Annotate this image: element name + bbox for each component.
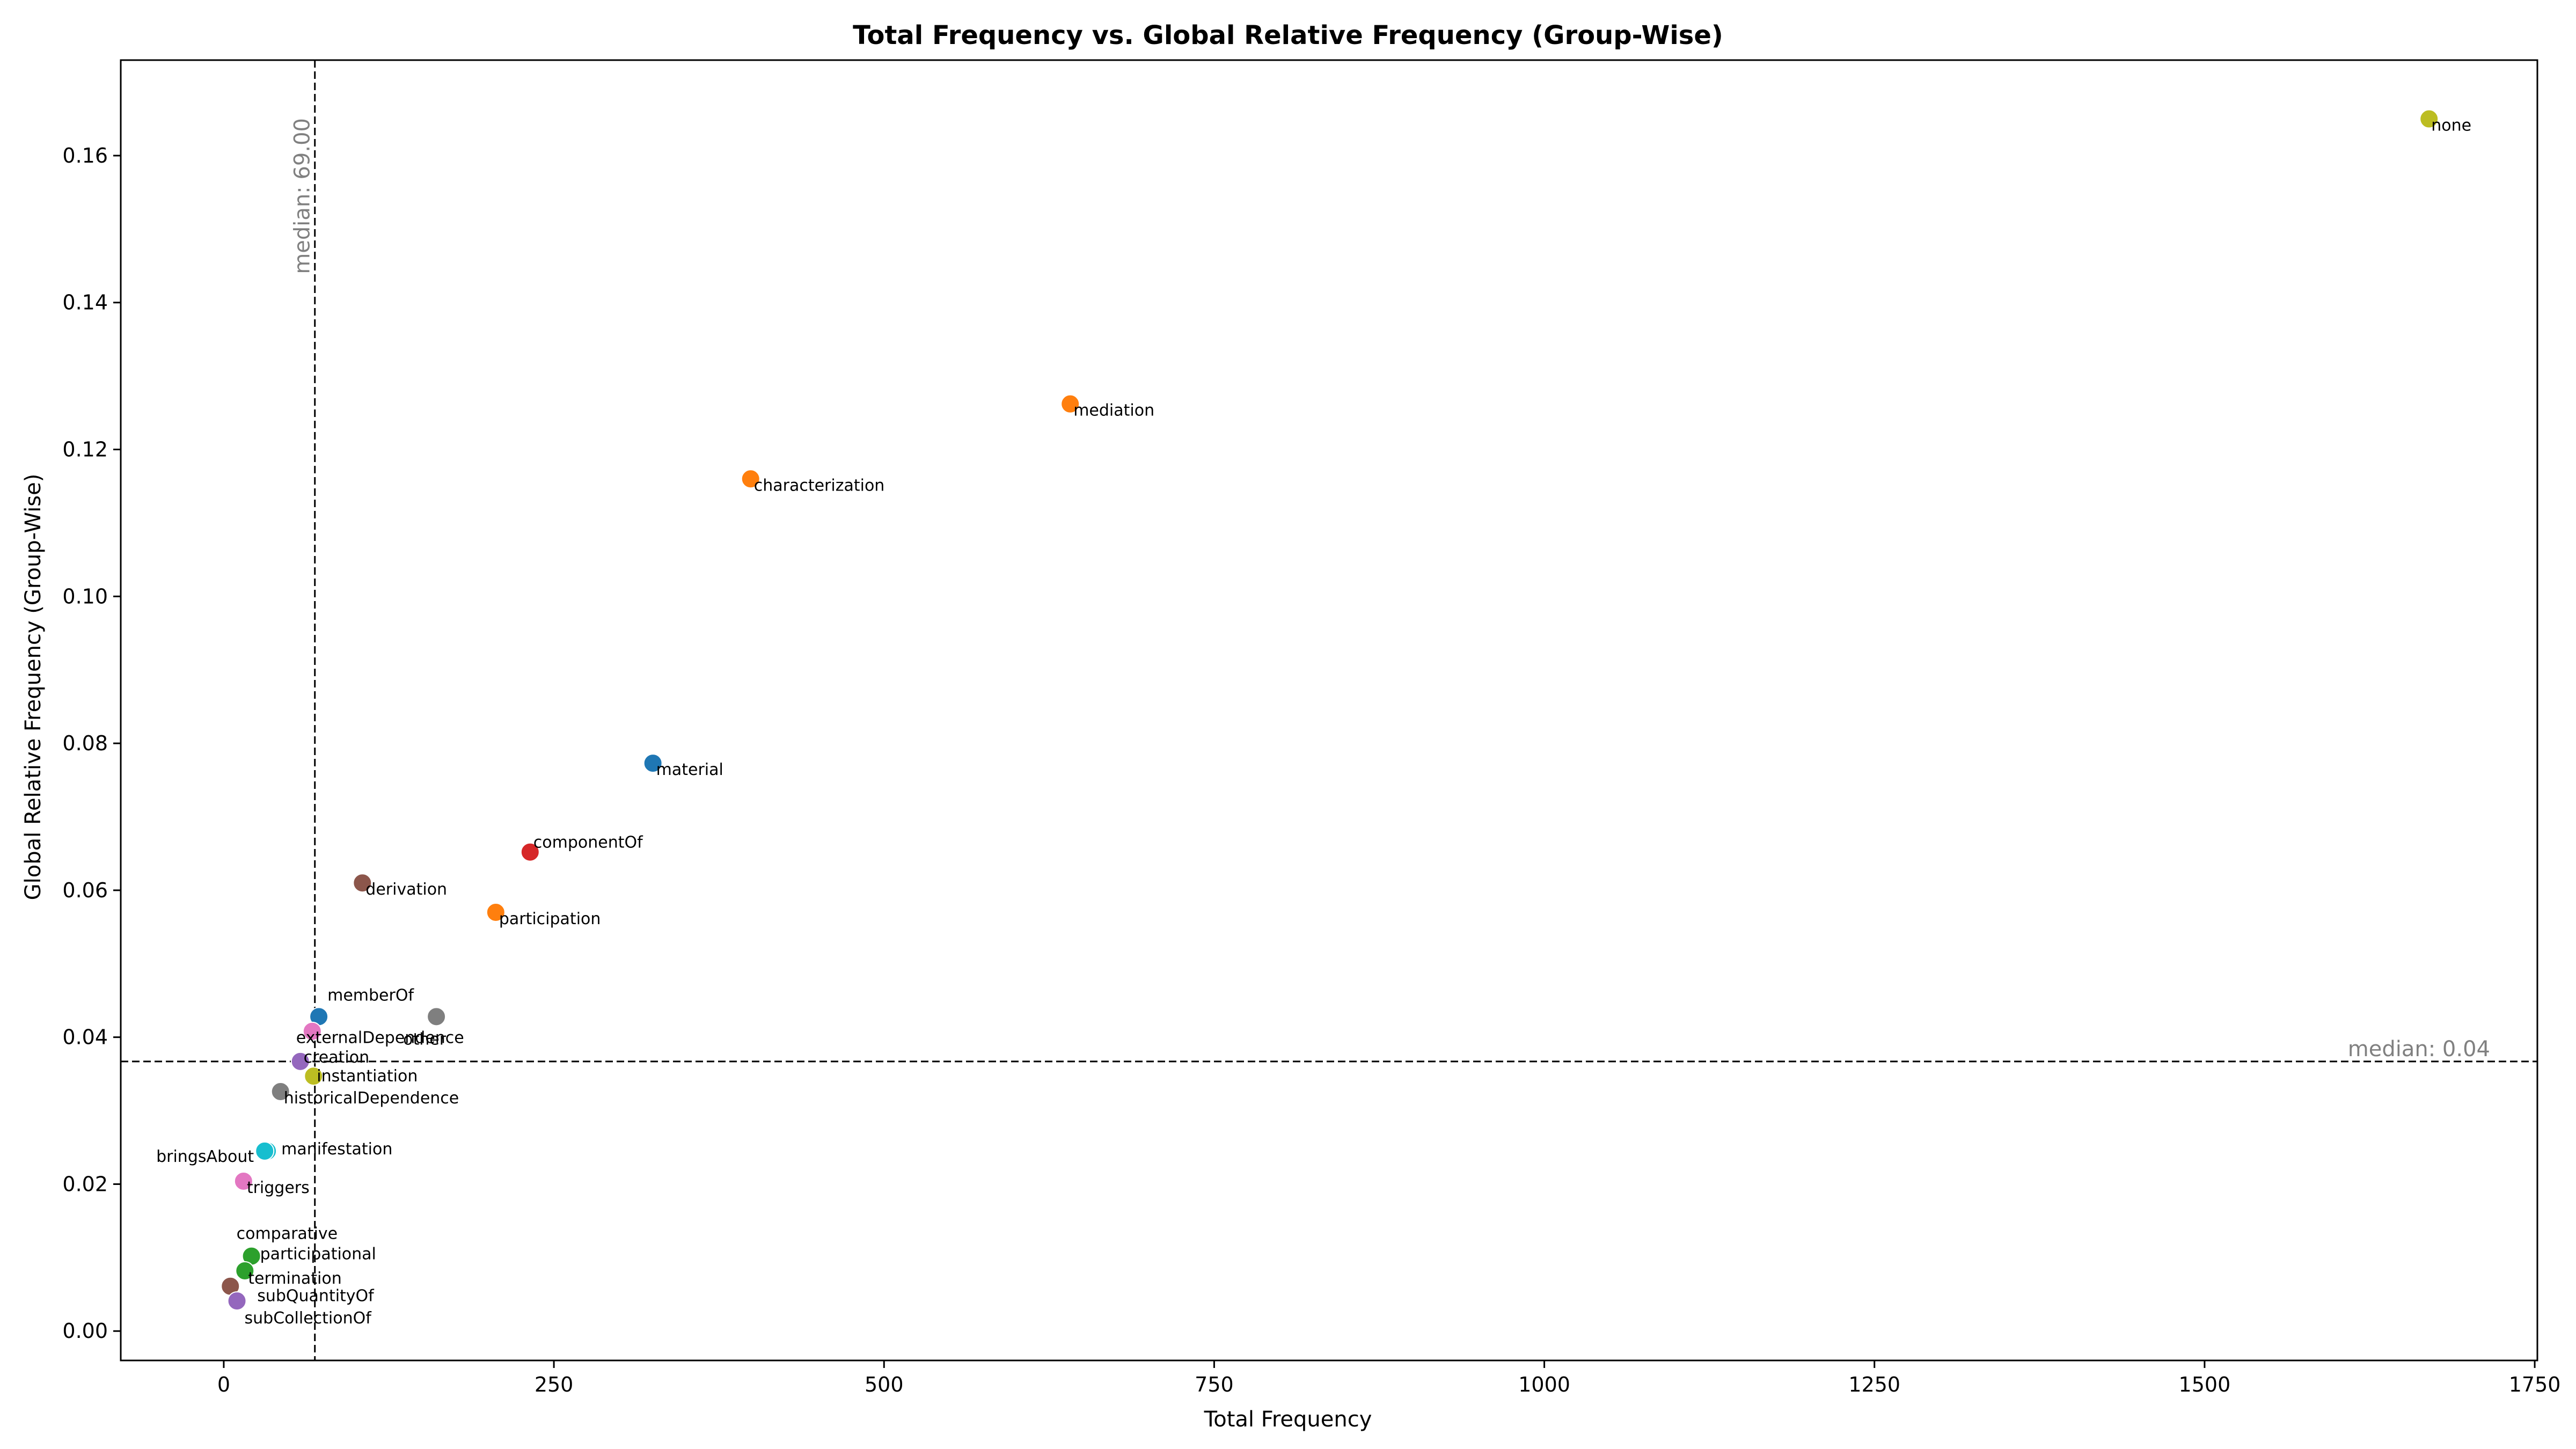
data-point [2419,109,2439,129]
plot-frame [120,59,2538,1362]
data-point [255,1141,275,1161]
point-label: participational [260,1245,376,1264]
median-x-label: median: 69.00 [290,118,315,274]
point-label: termination [248,1269,341,1288]
y-tick-label: 0.16 [62,144,108,167]
data-point [741,469,760,489]
y-tick-label: 0.04 [62,1026,108,1049]
point-label: subCollectionOf [245,1309,372,1328]
point-label: externalDependence [296,1029,464,1048]
data-point [1060,394,1080,414]
data-point [353,873,372,893]
y-tick-label: 0.08 [62,731,108,755]
y-tick-label: 0.14 [62,291,108,314]
point-label: mediation [1073,401,1154,420]
x-tick-label: 0 [217,1373,230,1396]
point-label: triggers [247,1179,310,1197]
median-y-label: median: 0.04 [2348,1037,2490,1062]
data-point [302,1021,322,1041]
x-tick-label: 1250 [1848,1373,1900,1396]
x-tick-label: 1750 [2509,1373,2561,1396]
data-point [304,1066,324,1086]
point-label: derivation [365,880,447,899]
point-label: instantiation [317,1067,418,1086]
x-tick-label: 500 [865,1373,904,1396]
y-tick-label: 0.12 [62,438,108,462]
x-tick-label: 1000 [1518,1373,1570,1396]
data-point [290,1051,310,1071]
point-label: creation [304,1048,369,1067]
point-label: none [2431,116,2471,135]
point-label: componentOf [533,833,643,852]
y-tick-label: 0.00 [62,1319,108,1343]
point-label: subQuantityOf [257,1287,375,1306]
data-point [233,1171,253,1191]
y-tick-label: 0.06 [62,879,108,902]
point-label: characterization [754,476,885,495]
y-tick-label: 0.02 [62,1172,108,1196]
point-label: other [403,1030,447,1049]
point-label: material [656,760,723,779]
y-axis-label: Global Relative Frequency (Group-Wise) [21,474,46,901]
x-tick-label: 250 [535,1373,574,1396]
point-label: participation [499,910,601,928]
data-point [486,902,506,922]
data-point [643,753,663,773]
point-label: comparative [237,1225,338,1243]
data-point [235,1261,255,1280]
x-axis-label: Total Frequency [1204,1407,1372,1432]
point-label: bringsAbout [156,1147,254,1166]
data-point [520,842,540,862]
y-tick-label: 0.10 [62,584,108,608]
plot-area: 0 250 500 750 1000 1250 1500 1750 0.00 0.02 0.04 0.… [62,59,2561,1396]
data-point [227,1291,247,1311]
x-tick-label: 750 [1195,1373,1234,1396]
x-tick-label: 1500 [2179,1373,2231,1396]
data-point [270,1081,290,1101]
point-label: historicalDependence [284,1089,459,1108]
point-label: manifestation [281,1140,392,1159]
data-point [427,1007,447,1027]
chart-title: Total Frequency vs. Global Relative Freq… [853,20,1723,50]
point-label: memberOf [327,986,414,1005]
